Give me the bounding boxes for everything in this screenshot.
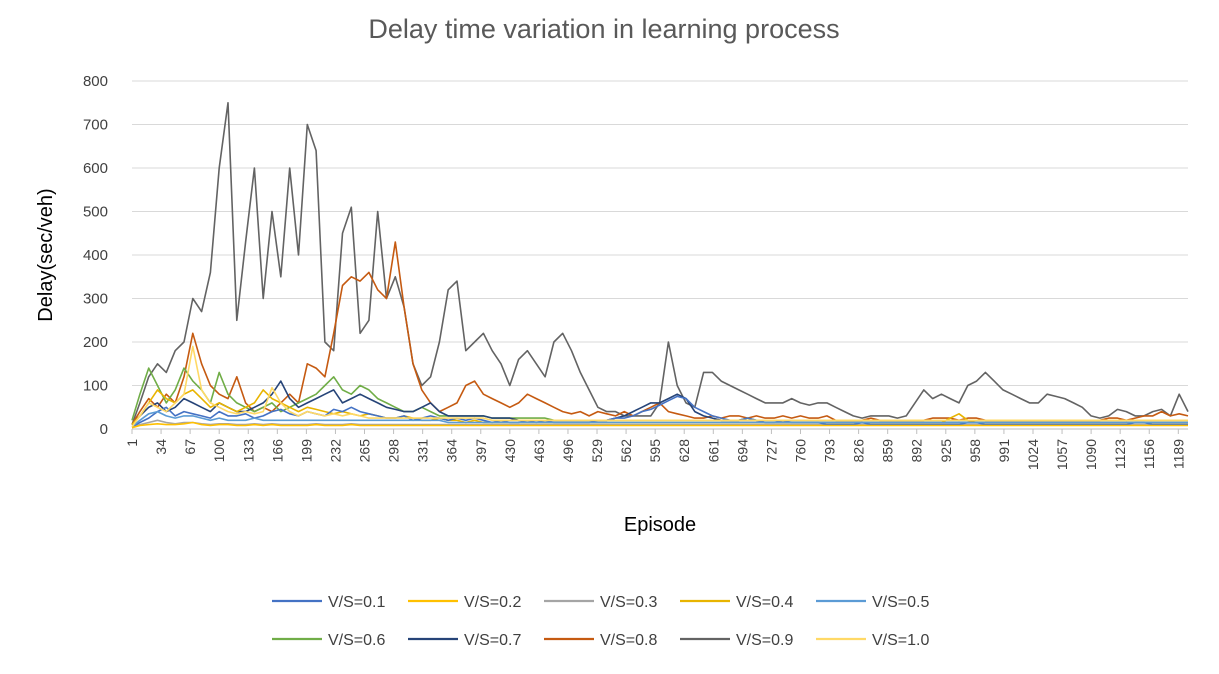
legend-item: V/S=0.8 (544, 632, 657, 649)
x-tick-label: 1156 (1141, 439, 1157, 469)
y-tick-label: 600 (83, 160, 108, 177)
legend-item: V/S=0.5 (816, 594, 929, 611)
x-tick-label: 1090 (1083, 439, 1099, 470)
x-axis-title: Episode (624, 514, 696, 536)
legend-item: V/S=0.4 (680, 594, 793, 611)
x-tick-label: 892 (909, 439, 925, 463)
chart-title: Delay time variation in learning process (368, 14, 839, 44)
x-tick-label: 793 (822, 439, 838, 463)
x-tick-label: 727 (763, 439, 779, 463)
legend-label: V/S=0.2 (464, 594, 521, 611)
x-tick-label: 694 (734, 439, 750, 463)
legend-label: V/S=0.7 (464, 632, 521, 649)
x-tick-label: 958 (967, 439, 983, 463)
legend-label: V/S=1.0 (872, 632, 929, 649)
x-tick-label: 166 (269, 439, 285, 463)
x-tick-label: 1123 (1112, 439, 1128, 469)
x-tick-label: 562 (618, 439, 634, 463)
x-tick-label: 67 (182, 439, 198, 455)
legend-label: V/S=0.1 (328, 594, 385, 611)
legend-label: V/S=0.6 (328, 632, 385, 649)
legend-label: V/S=0.9 (736, 632, 793, 649)
x-tick-label: 760 (792, 439, 808, 463)
x-tick-label: 34 (153, 439, 169, 455)
y-tick-label: 100 (83, 378, 108, 395)
x-tick-label: 925 (938, 439, 954, 463)
legend-label: V/S=0.5 (872, 594, 929, 611)
y-axis-title: Delay(sec/veh) (35, 188, 57, 321)
x-tick-label: 430 (502, 439, 518, 463)
x-tick-label: 991 (996, 439, 1012, 463)
x-tick-label: 529 (589, 439, 605, 463)
x-tick-label: 463 (531, 439, 547, 463)
y-tick-label: 0 (100, 421, 108, 438)
x-tick-label: 1057 (1054, 439, 1070, 470)
x-tick-label: 100 (211, 439, 227, 463)
x-tick-label: 859 (880, 439, 896, 463)
x-tick-label: 199 (298, 439, 314, 463)
x-tick-label: 331 (415, 439, 431, 463)
x-tick-label: 628 (676, 439, 692, 463)
series-lines (131, 102, 1189, 429)
x-tick-label: 298 (386, 439, 402, 463)
x-tick-label: 826 (851, 439, 867, 463)
legend: V/S=0.1 V/S=0.2 V/S=0.3 V/S=0.4 V/S=0.5 V/S=0… (272, 594, 929, 649)
x-tick-label: 232 (327, 439, 343, 463)
x-tick-label: 133 (240, 439, 256, 463)
x-tick-label: 364 (444, 439, 460, 463)
x-axis-ticks: 1 34 67 100 133 166 199 232 265 298 331 364 397 430 46… (124, 429, 1186, 470)
y-tick-label: 300 (83, 291, 108, 308)
x-tick-label: 397 (473, 439, 489, 463)
y-tick-label: 700 (83, 117, 108, 134)
legend-item: V/S=0.1 (272, 594, 385, 611)
x-tick-label: 595 (647, 439, 663, 463)
legend-label: V/S=0.4 (736, 594, 793, 611)
legend-item: V/S=1.0 (816, 632, 929, 649)
series-line-v-s-0-2 (131, 421, 1188, 429)
legend-label: V/S=0.8 (600, 632, 657, 649)
y-tick-label: 200 (83, 334, 108, 351)
legend-item: V/S=0.3 (544, 594, 657, 611)
x-tick-label: 1 (124, 439, 140, 447)
y-tick-label: 500 (83, 204, 108, 221)
x-tick-label: 265 (357, 439, 373, 463)
x-tick-label: 496 (560, 439, 576, 463)
y-tick-label: 400 (83, 247, 108, 264)
series-line-v-s-1-0 (131, 345, 1188, 428)
legend-item: V/S=0.2 (408, 594, 521, 611)
x-tick-label: 1189 (1170, 439, 1186, 469)
legend-item: V/S=0.9 (680, 632, 793, 649)
y-tick-label: 800 (83, 73, 108, 90)
series-line-v-s-0-5 (131, 410, 1188, 428)
y-axis-ticks: 0 100 200 300 400 500 600 700 800 (83, 73, 108, 438)
x-tick-label: 661 (705, 439, 721, 463)
legend-item: V/S=0.7 (408, 632, 521, 649)
legend-item: V/S=0.6 (272, 632, 385, 649)
x-tick-label: 1024 (1025, 439, 1041, 470)
legend-label: V/S=0.3 (600, 594, 657, 611)
